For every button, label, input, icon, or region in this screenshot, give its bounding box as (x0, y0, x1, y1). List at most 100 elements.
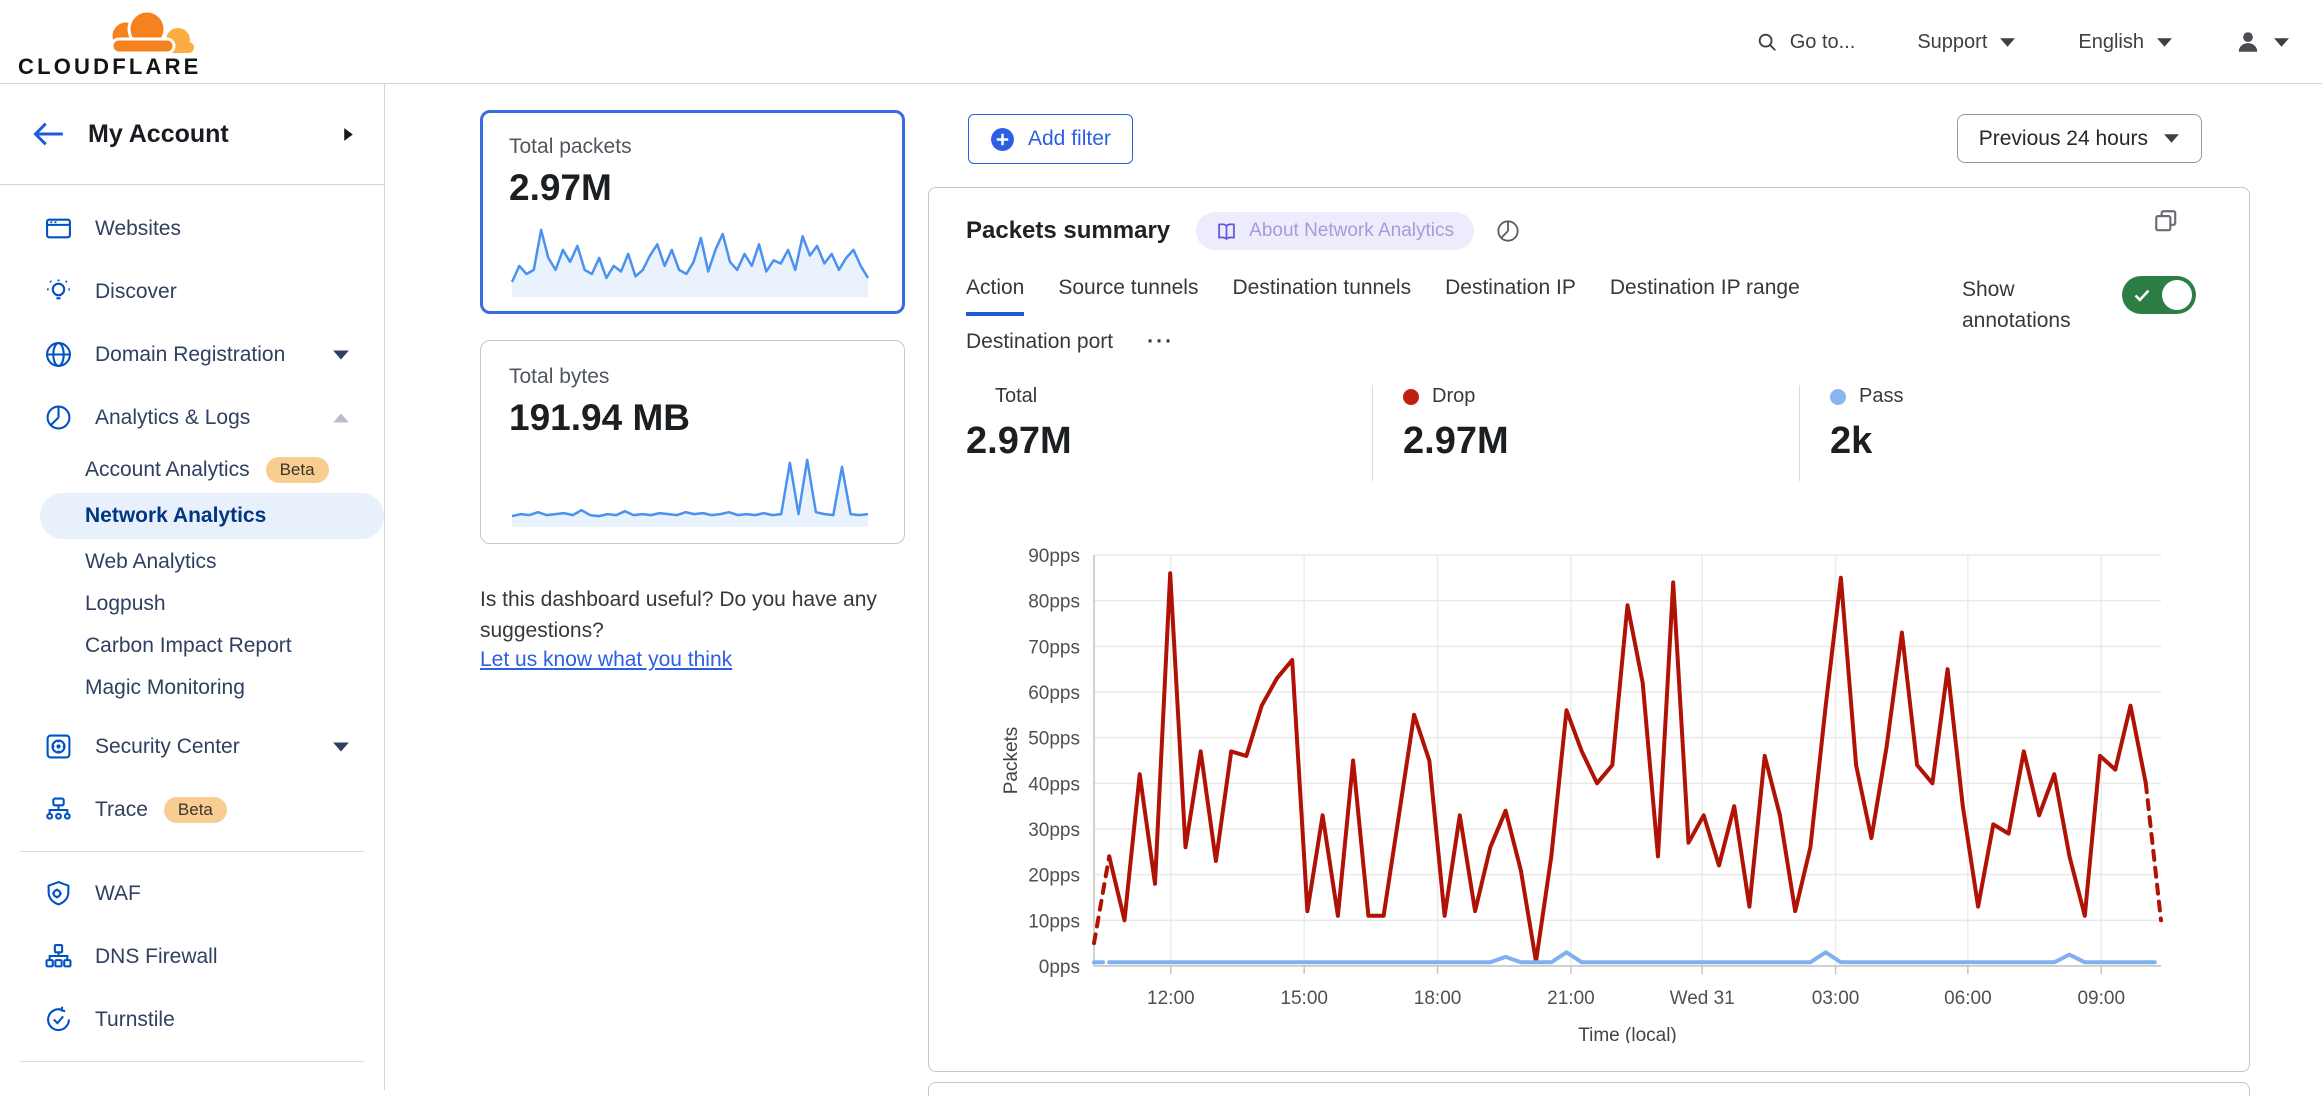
goto-label: Go to... (1790, 31, 1856, 54)
panel-title: Packets summary (966, 217, 1170, 245)
svg-text:12:00: 12:00 (1147, 988, 1195, 1009)
about-network-analytics-badge[interactable]: About Network Analytics (1196, 212, 1474, 250)
sidebar-item-partial[interactable] (0, 1072, 384, 1090)
tab-destination-tunnels[interactable]: Destination tunnels (1232, 276, 1411, 316)
sidebar-item-label: DNS Firewall (95, 945, 350, 969)
sidebar-item-security-center[interactable]: Security Center (0, 715, 384, 778)
sidebar: My Account Websites Discover Domain Regi… (0, 84, 385, 1090)
more-tabs-button[interactable]: ··· (1147, 330, 1174, 366)
add-filter-button[interactable]: Add filter (968, 114, 1133, 164)
svg-text:50pps: 50pps (1028, 729, 1080, 750)
user-icon (2235, 29, 2261, 55)
show-annotations-toggle[interactable] (2122, 276, 2196, 314)
sidebar-divider (20, 1061, 364, 1062)
sidebar-item-trace[interactable]: Trace Beta (0, 778, 384, 841)
sidebar-item-discover[interactable]: Discover (0, 260, 384, 323)
globe-icon (45, 341, 72, 368)
sidebar-item-label: Magic Monitoring (85, 676, 245, 700)
sidebar-item-dns-firewall[interactable]: DNS Firewall (0, 925, 384, 988)
hierarchy-icon (45, 943, 72, 970)
stat-total: Total 2.97M (929, 385, 1372, 481)
svg-text:80pps: 80pps (1028, 592, 1080, 613)
sidebar-item-waf[interactable]: WAF (0, 862, 384, 925)
tab-destination-ip-range[interactable]: Destination IP range (1610, 276, 1800, 316)
sidebar-item-magic-monitoring[interactable]: Magic Monitoring (0, 667, 384, 709)
sidebar-item-web-analytics[interactable]: Web Analytics (0, 541, 384, 583)
total-packets-sparkline (509, 219, 871, 299)
sidebar-item-account-analytics[interactable]: Account Analytics Beta (0, 449, 384, 491)
account-menu[interactable] (2235, 29, 2290, 55)
card-value: 2.97M (509, 167, 876, 209)
chevron-down-icon (332, 349, 350, 361)
sidebar-item-turnstile[interactable]: Turnstile (0, 988, 384, 1051)
pie-chart-icon[interactable] (1496, 219, 1520, 243)
total-bytes-card[interactable]: Total bytes 191.94 MB (480, 340, 905, 544)
svg-text:03:00: 03:00 (1812, 988, 1860, 1009)
stat-value: 2k (1830, 420, 2249, 463)
svg-text:Wed 31: Wed 31 (1670, 988, 1735, 1009)
account-header[interactable]: My Account (0, 84, 384, 185)
svg-text:15:00: 15:00 (1280, 988, 1328, 1009)
stat-label: Drop (1432, 385, 1475, 408)
language-label: English (2078, 31, 2144, 54)
sidebar-item-label: Security Center (95, 735, 332, 759)
total-packets-card[interactable]: Total packets 2.97M (480, 110, 905, 314)
tab-destination-port[interactable]: Destination port (966, 330, 1113, 366)
feedback-text: Is this dashboard useful? Do you have an… (480, 584, 905, 646)
vault-icon (45, 733, 72, 760)
goto-search[interactable]: Go to... (1756, 31, 1856, 54)
packets-summary-panel: Packets summary About Network Analytics … (928, 187, 2250, 1072)
support-menu[interactable]: Support (1917, 31, 2016, 54)
trace-icon (45, 796, 72, 823)
main-content: Add filter Previous 24 hours Packets sum… (928, 110, 2250, 1096)
pie-chart-icon (45, 404, 72, 431)
svg-text:Time (local): Time (local) (1578, 1025, 1677, 1043)
drop-series-dot (1403, 389, 1419, 405)
account-name: My Account (88, 120, 229, 149)
sidebar-item-analytics-logs[interactable]: Analytics & Logs (0, 386, 384, 449)
svg-text:18:00: 18:00 (1414, 988, 1462, 1009)
sidebar-item-logpush[interactable]: Logpush (0, 583, 384, 625)
sidebar-item-label: Web Analytics (85, 550, 217, 574)
feedback-link[interactable]: Let us know what you think (480, 648, 732, 672)
tab-destination-ip[interactable]: Destination IP (1445, 276, 1576, 316)
lightbulb-icon (45, 278, 72, 305)
tab-source-tunnels[interactable]: Source tunnels (1058, 276, 1198, 316)
svg-text:90pps: 90pps (1028, 546, 1080, 567)
dimension-tabs: Action Source tunnels Destination tunnel… (966, 276, 1966, 366)
browser-icon (45, 215, 72, 242)
sidebar-item-label: Logpush (85, 592, 166, 616)
card-value: 191.94 MB (509, 397, 876, 439)
logo-wordmark: CLOUDFLARE (18, 54, 202, 80)
book-icon (1216, 221, 1237, 242)
sidebar-item-label: Discover (95, 280, 350, 304)
chevron-down-icon (2163, 133, 2180, 144)
tab-action[interactable]: Action (966, 276, 1024, 316)
sidebar-item-websites[interactable]: Websites (0, 197, 384, 260)
time-range-dropdown[interactable]: Previous 24 hours (1957, 114, 2202, 163)
svg-text:40pps: 40pps (1028, 774, 1080, 795)
chevron-down-icon (2273, 37, 2290, 48)
sidebar-item-label: Domain Registration (95, 343, 332, 367)
sidebar-item-label: Network Analytics (85, 504, 266, 528)
sidebar-item-domain-registration[interactable]: Domain Registration (0, 323, 384, 386)
chevron-right-icon[interactable] (343, 127, 354, 142)
card-label: Total packets (509, 135, 876, 159)
expand-panel-icon[interactable] (2153, 208, 2179, 234)
next-panel-partial (928, 1082, 2250, 1096)
cloudflare-logo[interactable]: CLOUDFLARE (18, 6, 203, 80)
sidebar-item-network-analytics[interactable]: Network Analytics (40, 493, 384, 539)
svg-text:06:00: 06:00 (1944, 988, 1992, 1009)
plus-circle-icon (990, 127, 1015, 152)
beta-badge: Beta (266, 457, 329, 483)
language-menu[interactable]: English (2078, 31, 2173, 54)
search-icon (1756, 31, 1778, 53)
sidebar-item-label: Turnstile (95, 1008, 350, 1032)
stat-label: Pass (1859, 385, 1903, 408)
back-arrow-icon[interactable] (32, 120, 64, 148)
beta-badge: Beta (164, 797, 227, 823)
sidebar-item-label: Websites (95, 217, 350, 241)
svg-text:Packets: Packets (1001, 727, 1022, 795)
sidebar-item-carbon-impact-report[interactable]: Carbon Impact Report (0, 625, 384, 667)
